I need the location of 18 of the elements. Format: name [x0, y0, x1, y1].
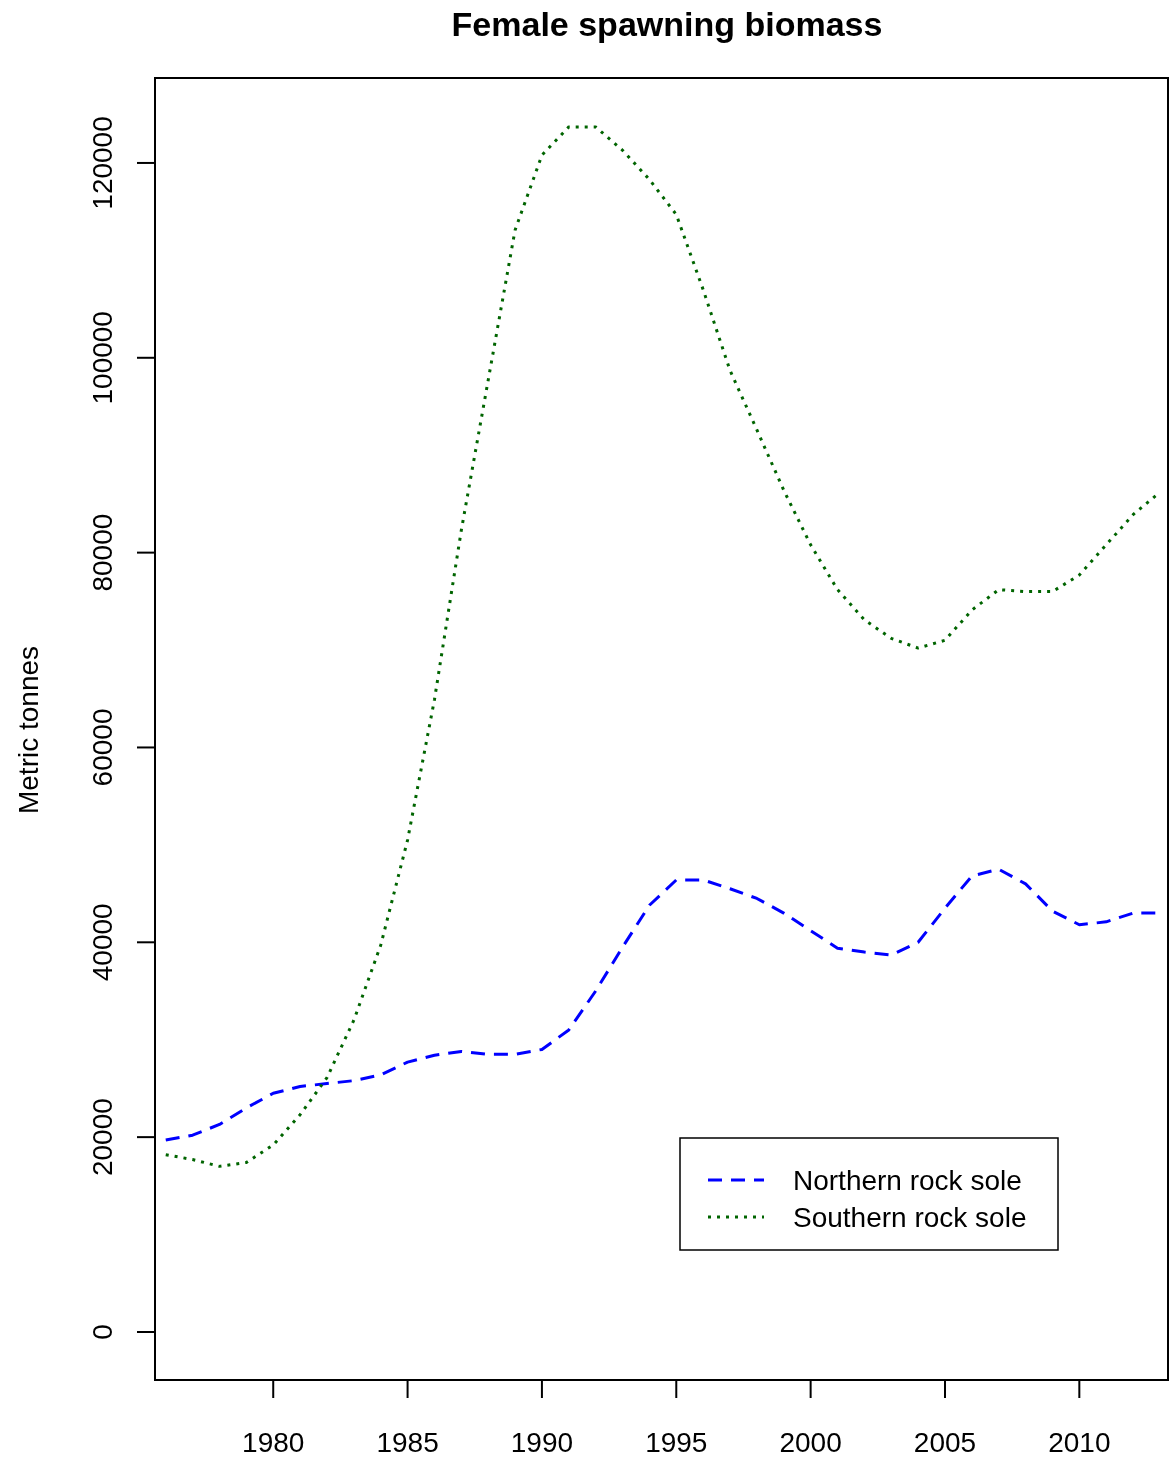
- y-tick-label: 20000: [87, 1098, 118, 1177]
- y-tick-label: 40000: [87, 903, 118, 982]
- x-tick-label: 1995: [645, 1427, 708, 1458]
- y-tick-label: 60000: [87, 708, 118, 787]
- chart-title: Female spawning biomass: [451, 5, 883, 43]
- x-tick-label: 2010: [1048, 1427, 1111, 1458]
- x-tick-label: 2005: [913, 1427, 977, 1458]
- legend-label: Southern rock sole: [793, 1202, 1027, 1233]
- x-tick-label: 1980: [242, 1427, 305, 1458]
- y-axis-title: Metric tonnes: [13, 645, 44, 815]
- legend-label: Northern rock sole: [793, 1165, 1022, 1196]
- x-tick-label: 1985: [376, 1427, 439, 1458]
- x-tick-label: 1990: [510, 1427, 574, 1458]
- y-tick-label: 120000: [87, 116, 118, 210]
- y-tick-label: 80000: [87, 513, 118, 592]
- x-tick-label: 2000: [779, 1427, 842, 1458]
- y-tick-label: 100000: [87, 311, 118, 405]
- y-tick-label: 0: [87, 1324, 118, 1340]
